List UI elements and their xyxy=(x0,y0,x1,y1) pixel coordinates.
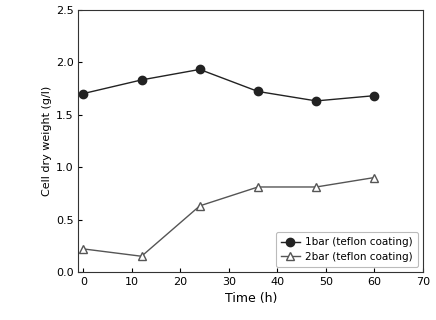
Line: 2bar (teflon coating): 2bar (teflon coating) xyxy=(79,173,378,260)
1bar (teflon coating) xyxy=(372,94,377,98)
2bar (teflon coating) xyxy=(197,204,202,208)
2bar (teflon coating) xyxy=(372,176,377,180)
1bar (teflon coating) xyxy=(255,90,261,93)
2bar (teflon coating) xyxy=(81,247,86,251)
2bar (teflon coating) xyxy=(255,185,261,189)
1bar (teflon coating) xyxy=(139,78,144,82)
1bar (teflon coating) xyxy=(197,68,202,71)
Y-axis label: Cell dry weight (g/l): Cell dry weight (g/l) xyxy=(42,86,52,196)
Legend: 1bar (teflon coating), 2bar (teflon coating): 1bar (teflon coating), 2bar (teflon coat… xyxy=(276,232,418,267)
1bar (teflon coating) xyxy=(313,99,319,103)
1bar (teflon coating) xyxy=(81,92,86,95)
Line: 1bar (teflon coating): 1bar (teflon coating) xyxy=(79,65,378,105)
2bar (teflon coating) xyxy=(139,254,144,258)
2bar (teflon coating) xyxy=(313,185,319,189)
X-axis label: Time (h): Time (h) xyxy=(225,292,277,305)
